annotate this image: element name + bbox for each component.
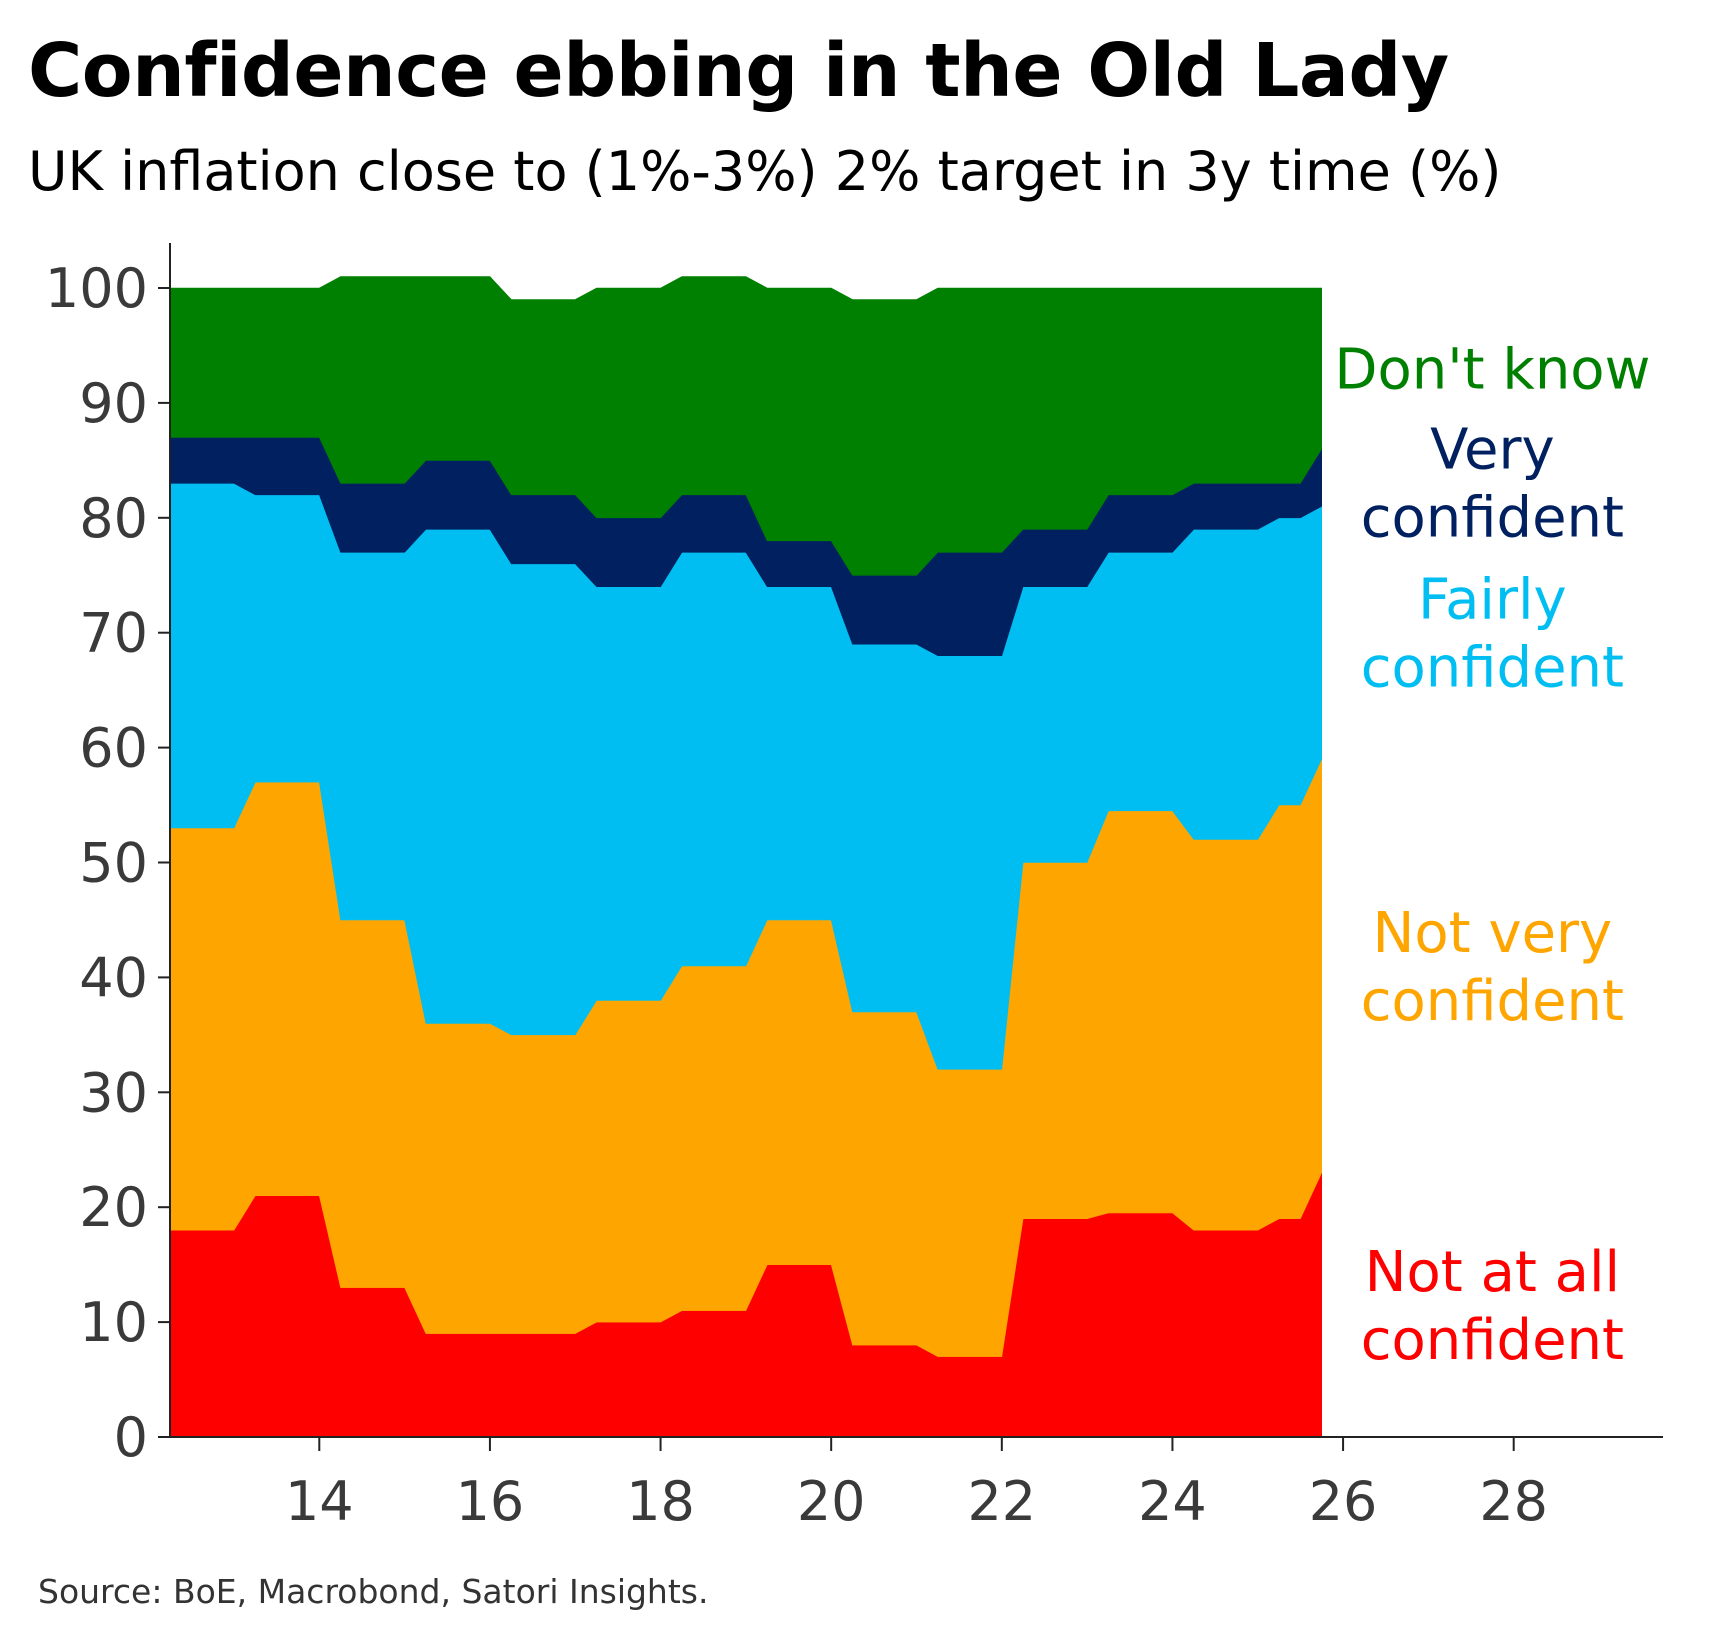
source-note: Source: BoE, Macrobond, Satori Insights. [38,1572,709,1611]
y-tick-label: 90 [79,372,148,435]
series-label-line: confident [1361,485,1624,550]
chart-title: Confidence ebbing in the Old Lady [28,28,1449,114]
series-label-line: Fairly [1418,568,1567,633]
y-tick-label: 0 [114,1406,148,1469]
axes [158,243,1663,1451]
series-labels: Don't knowVeryconfidentFairlyconfidentNo… [1334,337,1650,1372]
x-tick-label: 26 [1309,1470,1378,1533]
series-label-line: Don't know [1334,337,1650,402]
series-label-line: Very [1430,417,1555,482]
series-label-line: Not very [1373,901,1613,966]
series-label-don-t-know: Don't know [1334,337,1650,402]
series-label-line: confident [1361,969,1624,1034]
y-tick-label: 100 [45,257,148,320]
chart-subtitle: UK inflation close to (1%-3%) 2% target … [28,140,1502,203]
x-tick-label: 22 [967,1470,1036,1533]
x-tick-label: 24 [1138,1470,1207,1533]
series-label-line: confident [1361,636,1624,701]
area-don-t-know [169,276,1322,576]
y-tick-label: 10 [79,1291,148,1354]
series-label-line: Not at all [1365,1240,1620,1305]
series-areas [169,276,1322,1438]
y-tick-label: 20 [79,1176,148,1239]
x-tick-labels: 14 16 18 20 22 24 26 28 [285,1470,1548,1533]
x-tick-label: 14 [285,1470,354,1533]
y-tick-label: 30 [79,1061,148,1124]
x-tick-label: 16 [456,1470,525,1533]
x-tick-label: 28 [1479,1470,1548,1533]
y-tick-label: 40 [79,946,148,1009]
y-tick-label: 80 [79,487,148,550]
y-tick-label: 70 [79,602,148,665]
series-label-line: confident [1361,1308,1624,1373]
y-tick-label: 50 [79,832,148,895]
x-tick-label: 18 [626,1470,695,1533]
y-tick-label: 60 [79,717,148,780]
y-tick-labels: 0 10 20 30 40 50 60 70 80 90 100 [45,257,148,1469]
x-tick-label: 20 [797,1470,866,1533]
